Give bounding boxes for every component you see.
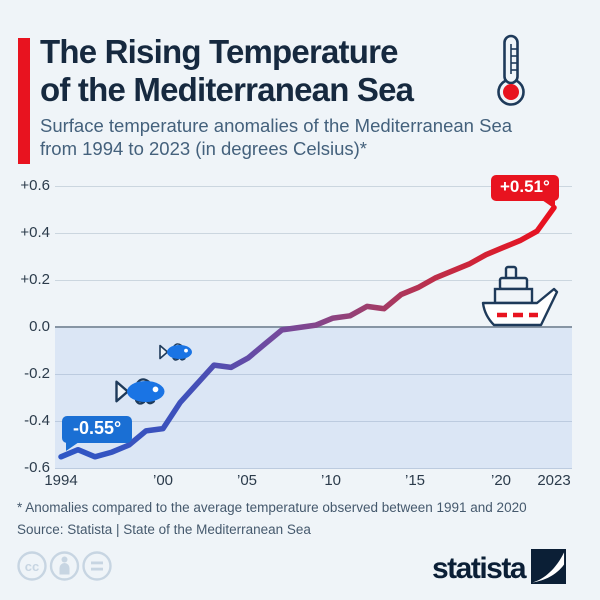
statista-logo-icon <box>531 549 567 589</box>
gridline-minus06 <box>55 468 572 469</box>
fish-icon <box>115 376 169 412</box>
x-axis-tick: 1994 <box>44 472 78 489</box>
fish-icon <box>159 342 195 367</box>
red-accent-bar <box>18 38 30 164</box>
y-axis-tick: 0.0 <box>29 318 50 335</box>
subtitle-line2: from 1994 to 2023 (in degrees Celsius)* <box>40 138 368 159</box>
start-value-badge: -0.55° <box>62 416 133 451</box>
source-line: Source: Statista | State of the Mediterr… <box>17 522 311 537</box>
y-axis-tick: +0.4 <box>20 224 50 241</box>
x-axis-tick: ’05 <box>236 472 258 489</box>
x-axis-tick: ’15 <box>404 472 426 489</box>
thermometer-icon <box>492 34 530 113</box>
equals-icon <box>82 551 112 581</box>
y-axis-tick: +0.2 <box>20 271 50 288</box>
footnote: * Anomalies compared to the average temp… <box>17 500 527 515</box>
x-axis-tick: ’10 <box>320 472 342 489</box>
y-axis-tick: +0.6 <box>20 177 50 194</box>
x-axis-tick: 2023 <box>537 472 571 489</box>
title-line2: of the Mediterranean Sea <box>40 71 414 108</box>
y-axis-tick: -0.6 <box>24 459 50 476</box>
statista-wordmark: statista <box>432 552 527 585</box>
gridline-plus04 <box>55 233 572 234</box>
ship-icon <box>481 265 561 332</box>
gridline-minus04 <box>55 421 572 422</box>
title-line1: The Rising Temperature <box>40 33 399 70</box>
page-title: The Rising Temperature of the Mediterran… <box>40 33 414 109</box>
cc-icon: cc <box>17 551 47 581</box>
gridline-minus02 <box>55 374 572 375</box>
statista-logo[interactable]: statista <box>432 549 567 589</box>
subtitle-line1: Surface temperature anomalies of the Med… <box>40 115 513 136</box>
y-axis-tick: -0.4 <box>24 412 50 429</box>
creative-commons-icons[interactable]: cc <box>17 550 113 587</box>
end-value-badge: +0.51° <box>491 175 559 209</box>
gridline-plus06 <box>55 186 572 187</box>
x-axis-tick: ’20 <box>490 472 512 489</box>
x-axis-tick: ’00 <box>152 472 174 489</box>
chart-subtitle: Surface temperature anomalies of the Med… <box>40 114 512 160</box>
y-axis-tick: -0.2 <box>24 365 50 382</box>
svg-text:cc: cc <box>25 559 39 574</box>
attribution-icon <box>49 551 80 581</box>
